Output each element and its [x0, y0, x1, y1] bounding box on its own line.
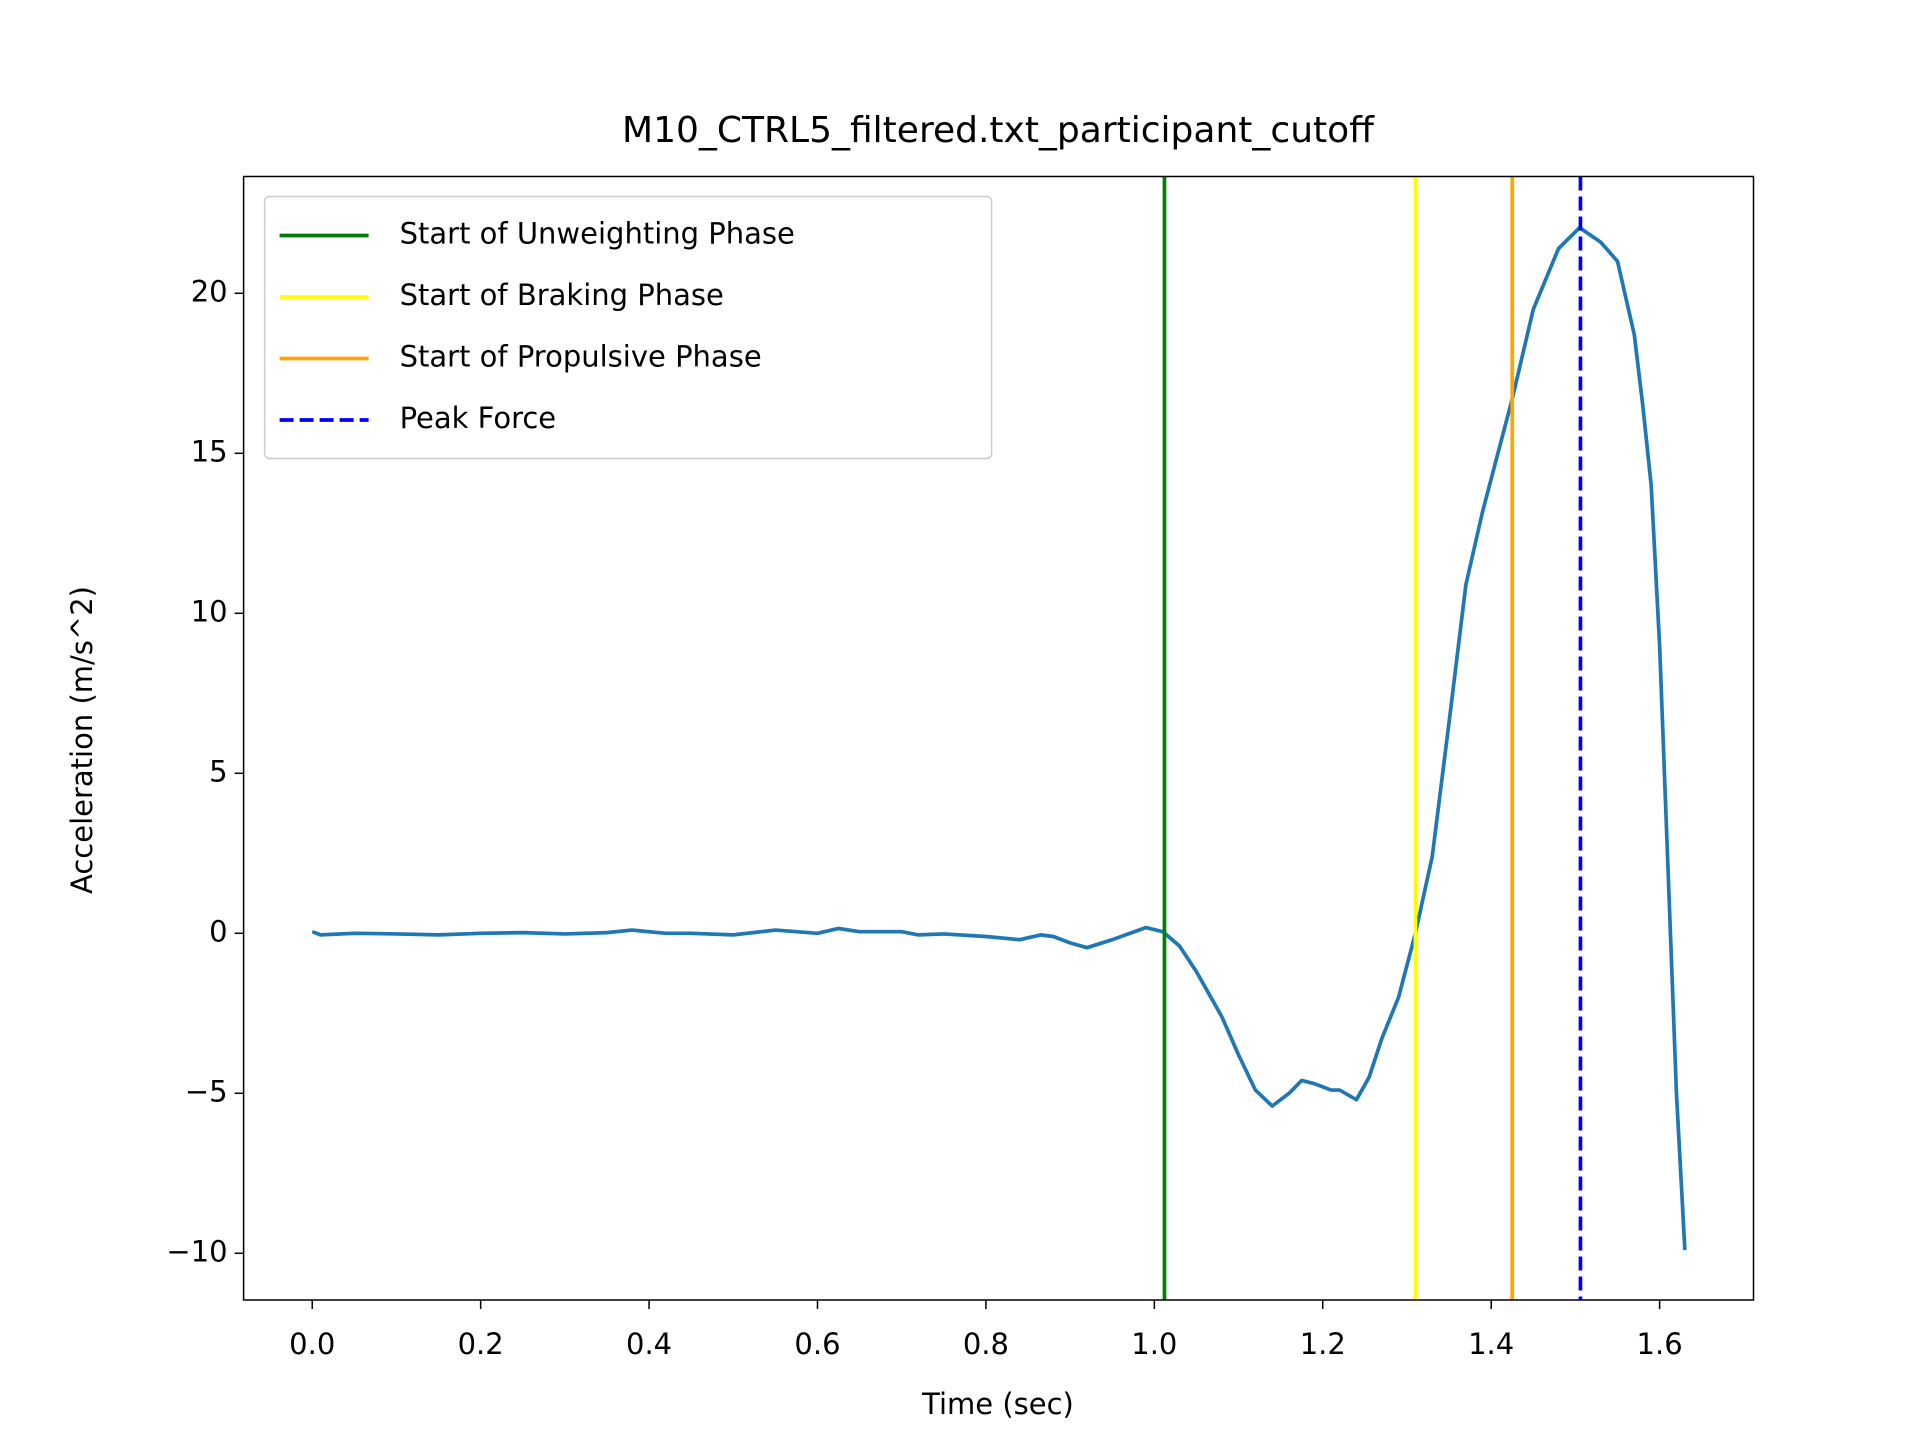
data-line [311, 225, 1687, 1251]
y-axis-label: Acceleration (m/s^2) [65, 586, 99, 894]
chart-title: M10_CTRL5_filtered.txt_participant_cutof… [622, 110, 1375, 151]
y-tick-label: 10 [191, 594, 228, 628]
x-tick-label: 0.2 [458, 1327, 504, 1361]
x-tick-label: 1.4 [1468, 1327, 1514, 1361]
y-tick-label: −10 [166, 1234, 227, 1268]
y-tick-label: 0 [209, 914, 227, 948]
legend-box [263, 195, 993, 460]
axes-frame [242, 175, 1755, 1301]
x-tick-label: 1.6 [1637, 1327, 1683, 1361]
legend-label: Start of Propulsive Phase [400, 340, 762, 374]
y-tick-label: 5 [209, 754, 227, 788]
y-tick-label: −5 [185, 1074, 228, 1108]
x-tick-label: 0.6 [794, 1327, 840, 1361]
x-tick-label: 0.0 [289, 1327, 335, 1361]
legend-label: Start of Unweighting Phase [400, 217, 795, 251]
x-tick-label: 1.0 [1131, 1327, 1177, 1361]
x-tick-label: 0.4 [626, 1327, 672, 1361]
x-axis-label: Time (sec) [921, 1387, 1074, 1421]
x-tick-label: 1.2 [1300, 1327, 1346, 1361]
legend-label: Peak Force [400, 401, 557, 435]
x-tick-label: 0.8 [963, 1327, 1009, 1361]
y-tick-label: 15 [191, 434, 228, 468]
y-tick-label: 20 [191, 274, 228, 308]
legend-label: Start of Braking Phase [400, 278, 724, 312]
